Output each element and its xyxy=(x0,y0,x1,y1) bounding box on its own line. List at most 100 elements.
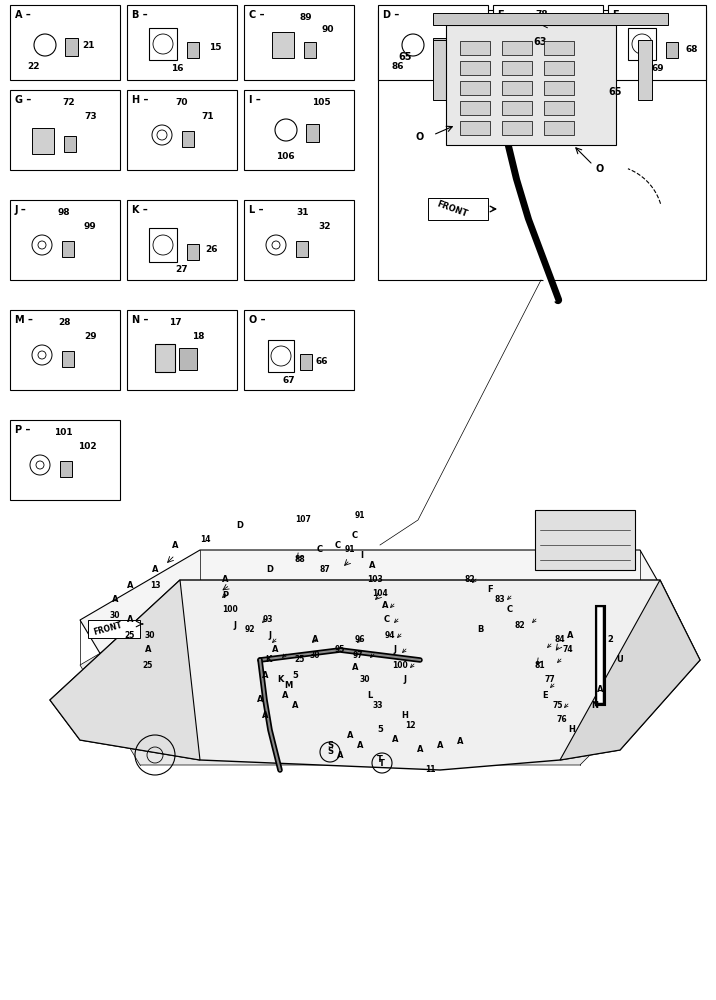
Text: 30: 30 xyxy=(359,676,370,684)
Text: 5: 5 xyxy=(377,726,383,734)
Text: 33: 33 xyxy=(373,700,383,710)
Bar xyxy=(10,200,120,280)
Bar xyxy=(127,310,237,390)
Text: C: C xyxy=(317,546,323,554)
Text: 104: 104 xyxy=(372,588,388,597)
Text: 95: 95 xyxy=(335,646,345,654)
Text: 86: 86 xyxy=(392,62,405,71)
Text: 80: 80 xyxy=(505,37,518,46)
Bar xyxy=(10,310,120,390)
Text: 68: 68 xyxy=(686,45,699,54)
Text: 5: 5 xyxy=(292,670,298,680)
Text: 102: 102 xyxy=(78,442,97,451)
Bar xyxy=(296,241,308,257)
Text: 69: 69 xyxy=(652,64,664,73)
Text: 84: 84 xyxy=(555,636,566,645)
Bar xyxy=(460,61,490,75)
Bar xyxy=(32,128,54,154)
Text: A: A xyxy=(347,730,353,740)
Text: M –: M – xyxy=(15,315,33,325)
Bar xyxy=(460,81,490,95)
Text: 21: 21 xyxy=(82,40,95,49)
Text: 25: 25 xyxy=(295,656,305,664)
Text: 74: 74 xyxy=(563,646,574,654)
Text: A: A xyxy=(392,736,398,744)
Text: 70: 70 xyxy=(175,98,188,107)
Text: A: A xyxy=(282,690,289,700)
Text: 65: 65 xyxy=(608,87,621,97)
Bar xyxy=(433,38,446,56)
Bar xyxy=(502,81,532,95)
Text: 76: 76 xyxy=(556,716,567,724)
Text: P –: P – xyxy=(15,425,30,435)
Text: D: D xyxy=(236,520,243,530)
Text: 107: 107 xyxy=(295,516,311,524)
Text: O: O xyxy=(596,164,604,174)
Text: A: A xyxy=(291,700,299,710)
Text: 79: 79 xyxy=(563,23,576,32)
Bar xyxy=(544,41,574,55)
Bar xyxy=(88,620,140,638)
Text: A: A xyxy=(145,646,151,654)
Text: A: A xyxy=(417,746,423,754)
Text: I –: I – xyxy=(249,95,261,105)
Text: A: A xyxy=(127,580,133,589)
Text: K: K xyxy=(277,676,284,684)
Bar xyxy=(428,198,488,220)
Text: 105: 105 xyxy=(312,98,331,107)
Text: 103: 103 xyxy=(367,576,383,584)
Text: K: K xyxy=(265,656,271,664)
Text: 96: 96 xyxy=(354,636,365,645)
Text: 18: 18 xyxy=(192,332,205,341)
Bar xyxy=(149,28,177,60)
Text: A: A xyxy=(112,595,118,604)
Text: 90: 90 xyxy=(322,25,334,34)
Text: D –: D – xyxy=(383,10,400,20)
Text: N: N xyxy=(591,700,599,710)
Bar xyxy=(502,121,532,135)
Text: L –: L – xyxy=(249,205,263,215)
Text: 85: 85 xyxy=(450,40,463,49)
Bar xyxy=(433,40,447,100)
Bar xyxy=(65,38,78,56)
Text: 27: 27 xyxy=(175,265,188,274)
Text: A: A xyxy=(127,615,133,624)
Bar xyxy=(62,351,74,367)
Text: A: A xyxy=(257,696,263,704)
Text: A: A xyxy=(172,540,178,550)
Text: A: A xyxy=(272,646,279,654)
Text: 91: 91 xyxy=(344,546,355,554)
Text: A: A xyxy=(311,636,318,645)
Text: A –: A – xyxy=(15,10,31,20)
Text: A: A xyxy=(262,670,268,680)
Bar xyxy=(244,90,354,170)
Text: 78: 78 xyxy=(535,10,548,19)
Bar xyxy=(608,5,706,80)
Text: U: U xyxy=(616,656,624,664)
Text: E –: E – xyxy=(498,10,513,20)
Text: A: A xyxy=(382,600,388,609)
Text: J: J xyxy=(268,631,271,640)
Bar xyxy=(306,124,319,142)
Bar xyxy=(493,5,603,80)
Text: L: L xyxy=(367,690,372,700)
Text: 88: 88 xyxy=(294,556,306,564)
Text: 106: 106 xyxy=(276,152,294,161)
Text: J: J xyxy=(404,676,407,684)
Text: 13: 13 xyxy=(150,580,160,589)
Text: G –: G – xyxy=(15,95,32,105)
Text: 30: 30 xyxy=(145,631,155,640)
Bar xyxy=(272,32,294,58)
Polygon shape xyxy=(50,580,700,770)
Text: A: A xyxy=(457,738,463,746)
Text: C: C xyxy=(352,530,358,540)
Text: 28: 28 xyxy=(58,318,70,327)
Text: H –: H – xyxy=(132,95,148,105)
Text: A: A xyxy=(152,566,158,574)
Text: FRONT: FRONT xyxy=(436,199,469,219)
Bar xyxy=(544,121,574,135)
Text: N –: N – xyxy=(132,315,148,325)
Text: C: C xyxy=(384,615,390,624)
Text: 82: 82 xyxy=(465,576,475,584)
Text: O: O xyxy=(416,132,425,142)
